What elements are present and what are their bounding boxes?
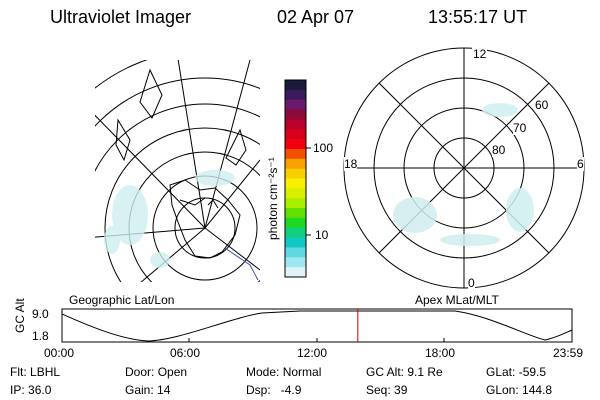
mlt-label-12: 12	[472, 47, 488, 61]
colorbar-segment	[285, 129, 306, 140]
colorbar-tick-10: 10	[315, 228, 329, 242]
status-seq: Seq: 39	[366, 383, 408, 397]
status-filter: Flt: LBHL	[10, 365, 61, 379]
colorbar-segment	[285, 99, 306, 111]
colorbar-segment	[285, 148, 306, 160]
time-label: 13:55:17 UT	[428, 7, 528, 27]
mlat-label-60: 60	[535, 98, 549, 112]
mlat-label-70: 70	[513, 121, 527, 135]
colorbar-segment	[285, 208, 306, 219]
instrument-title: Ultraviolet Imager	[50, 7, 192, 27]
colorbar-segment	[285, 227, 306, 239]
status-mode: Mode: Normal	[246, 365, 322, 379]
colorbar-segment	[285, 80, 306, 91]
status-gain: Gain: 14	[125, 383, 171, 397]
colorbar-segment	[285, 89, 306, 101]
colorbar-segment	[285, 267, 306, 278]
status-door: Door: Open	[125, 365, 188, 379]
status-glat: GLat: -59.5	[486, 365, 547, 379]
altitude-xtick-4: 23:59	[553, 346, 584, 360]
colorbar-segment	[285, 119, 306, 130]
colorbar-segment	[285, 139, 306, 150]
colorbar-segment	[285, 158, 306, 170]
magnetic-caption: Apex MLat/MLT	[415, 293, 499, 307]
mlt-label-0: 0	[468, 276, 475, 290]
mlat-label-80: 80	[492, 143, 506, 157]
altitude-curve	[61, 310, 573, 342]
altitude-xtick-2: 12:00	[297, 346, 328, 360]
altitude-ylabel: GC Alt	[13, 298, 27, 333]
colorbar-segment	[285, 168, 306, 179]
colorbar-segment	[285, 247, 306, 258]
status-gc-alt: GC Alt: 9.1 Re	[366, 365, 443, 379]
altitude-ytick-low: 1.8	[32, 329, 49, 343]
altitude-ytick-high: 9.0	[32, 307, 49, 321]
mlt-label-18: 18	[344, 157, 358, 171]
status-dsp: Dsp: -4.9	[246, 383, 302, 397]
colorbar-segment	[285, 198, 306, 209]
date-label: 02 Apr 07	[277, 7, 355, 27]
altitude-xtick-0: 00:00	[44, 346, 75, 360]
altitude-xtick-3: 18:00	[425, 346, 456, 360]
colorbar-segment	[285, 257, 306, 268]
geographic-caption: Geographic Lat/Lon	[69, 293, 175, 307]
status-glon: GLon: 144.8	[486, 383, 553, 397]
colorbar-segment	[285, 217, 306, 229]
mlt-label-6: 6	[577, 157, 584, 171]
colorbar-segment	[285, 237, 306, 248]
colorbar-segment	[285, 188, 306, 199]
status-ip: IP: 36.0	[10, 383, 52, 397]
colorbar-segment	[285, 178, 306, 189]
colorbar-tick-100: 100	[313, 141, 334, 155]
altitude-xtick-1: 06:00	[170, 346, 201, 360]
colorbar-segment	[285, 109, 306, 120]
